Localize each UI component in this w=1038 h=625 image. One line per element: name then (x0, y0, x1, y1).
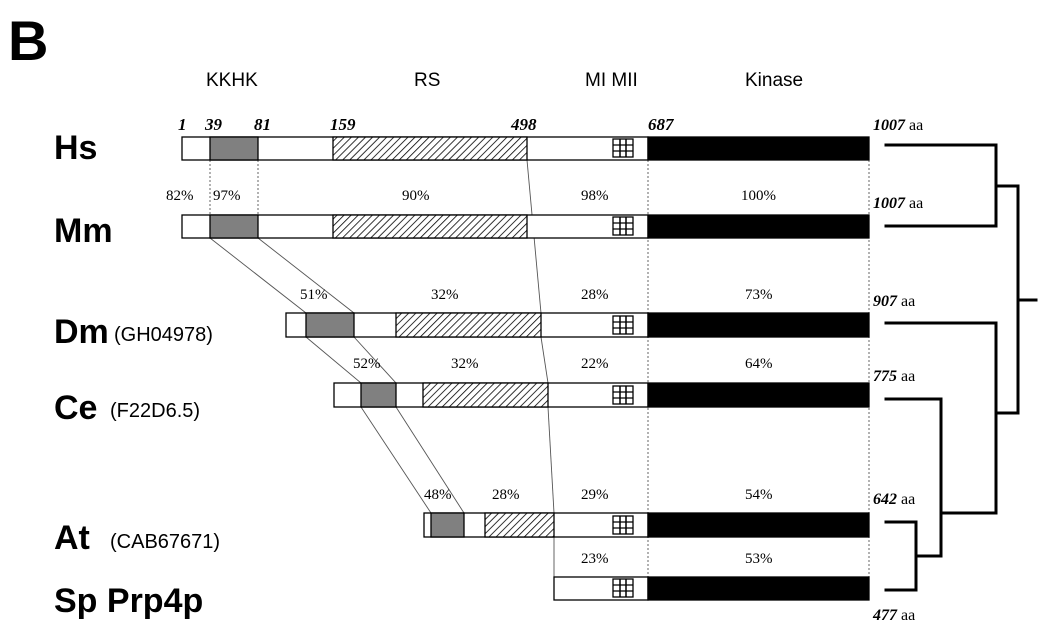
kkhk-domain (209, 214, 259, 239)
length-hs: 1007 aa (873, 117, 923, 134)
domain-label-rs: RS (414, 70, 440, 91)
accession-dm: (GH04978) (114, 324, 213, 346)
identity-at-rs: 28% (492, 487, 520, 503)
protein-row-sp (553, 576, 870, 601)
accession-ce: (F22D6.5) (110, 400, 200, 422)
protein-row-hs (181, 136, 870, 161)
species-label-mm: Mm (54, 212, 113, 250)
identity-ce-kkhk: 52% (353, 356, 381, 372)
position-label-39: 39 (204, 115, 223, 134)
identity-at-kinase: 54% (745, 487, 773, 503)
identity-mm-rs: 90% (402, 188, 430, 204)
identity-mm-n: 82% (166, 188, 194, 204)
phylogenetic-tree (884, 143, 1038, 592)
mi-mii-motif (612, 515, 634, 535)
n-terminal-segment (553, 576, 649, 601)
kinase-domain (647, 136, 870, 161)
rs-domain (332, 136, 528, 161)
kinase-domain (647, 512, 870, 538)
kinase-domain (647, 382, 870, 408)
species-label-ce: Ce (54, 389, 97, 427)
species-label-hs: Hs (54, 129, 97, 167)
identity-sp-kinase: 53% (745, 551, 773, 567)
identity-at-mid: 29% (581, 487, 609, 503)
length-sp: 477 aa (872, 607, 915, 624)
domain-label-mi-mii: MI MII (585, 70, 638, 91)
identity-sp-mid: 23% (581, 551, 609, 567)
position-label-81: 81 (254, 115, 271, 134)
identity-mm-kinase: 100% (741, 188, 776, 204)
kkhk-domain (305, 312, 355, 338)
kinase-domain (647, 312, 870, 338)
accession-at: (CAB67671) (110, 531, 220, 553)
identity-at-kkhk: 48% (424, 487, 452, 503)
protein-row-ce (333, 382, 870, 408)
protein-row-mm (181, 214, 870, 239)
protein-row-at (423, 512, 870, 538)
position-label-498: 498 (510, 115, 537, 134)
kkhk-domain (430, 512, 465, 538)
kinase-domain (647, 576, 870, 601)
rs-domain (395, 312, 542, 338)
kinase-domain (647, 214, 870, 239)
mi-mii-motif (612, 385, 634, 405)
rs-domain (332, 214, 528, 239)
rs-domain (484, 512, 555, 538)
identity-ce-mid: 22% (581, 356, 609, 372)
identity-ce-kinase: 64% (745, 356, 773, 372)
kkhk-domain (209, 136, 259, 161)
panel-label: B (8, 9, 48, 72)
species-label-sp: Sp Prp4p (54, 582, 203, 620)
position-label-159: 159 (330, 115, 356, 134)
rs-domain (422, 382, 549, 408)
species-label-dm: Dm (54, 313, 109, 351)
species-label-at: At (54, 519, 90, 557)
identity-dm-mid: 28% (581, 287, 609, 303)
homology-connectors (209, 159, 555, 577)
identity-mm-mid: 98% (581, 188, 609, 204)
kkhk-domain (360, 382, 397, 408)
length-ce: 775 aa (873, 368, 915, 385)
position-label-1: 1 (178, 115, 187, 134)
mi-mii-motif (612, 138, 634, 158)
domain-label-kkhk: KKHK (206, 70, 258, 91)
position-label-687: 687 (648, 115, 675, 134)
length-at: 642 aa (873, 491, 915, 508)
protein-row-dm (285, 312, 870, 338)
identity-dm-kinase: 73% (745, 287, 773, 303)
identity-mm-kkhk: 97% (213, 188, 241, 204)
mi-mii-motif (612, 216, 634, 236)
identity-ce-rs: 32% (451, 356, 479, 372)
length-dm: 907 aa (873, 293, 915, 310)
identity-dm-rs: 32% (431, 287, 459, 303)
identity-dm-kkhk: 51% (300, 287, 328, 303)
length-mm: 1007 aa (873, 195, 923, 212)
mi-mii-motif (612, 315, 634, 335)
domain-label-kinase: Kinase (745, 70, 803, 91)
mi-mii-motif (612, 578, 634, 598)
